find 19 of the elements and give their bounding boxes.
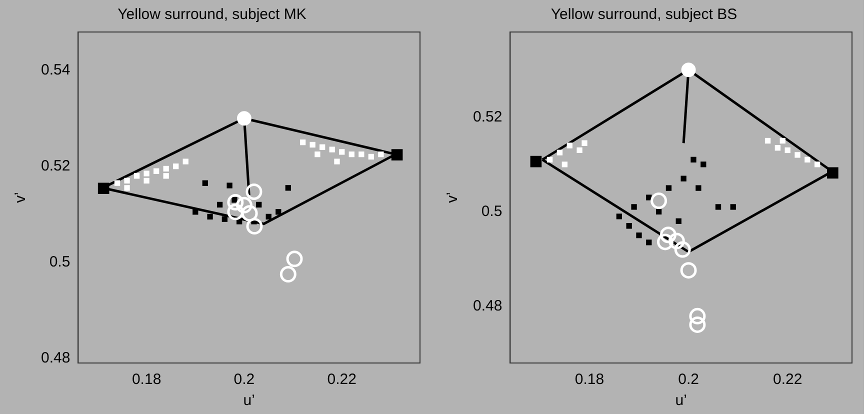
y-tick-label: 0.52 — [40, 157, 70, 174]
y-tick-label: 0.48 — [472, 297, 502, 314]
x-axis-title: u’ — [675, 392, 687, 410]
x-tick-label: 0.22 — [773, 371, 802, 388]
x-tick-label: 0.2 — [234, 371, 255, 388]
x-tick-label: 0.18 — [132, 371, 162, 388]
x-tick-label: 0.2 — [678, 371, 699, 388]
y-tick-label: 0.52 — [472, 108, 502, 126]
y-axis-title: v’ — [12, 192, 30, 203]
y-tick-label: 0.5 — [481, 202, 502, 220]
x-axis-title: u’ — [243, 392, 255, 410]
y-tick-label: 0.54 — [40, 62, 70, 79]
y-tick-label: 0.48 — [40, 349, 70, 366]
y-axis-title: v’ — [444, 192, 462, 203]
x-tick-label: 0.18 — [574, 371, 604, 388]
chart-title: Yellow surround, subject MK — [118, 6, 306, 24]
y-tick-label: 0.5 — [49, 253, 70, 270]
chart-title: Yellow surround, subject BS — [550, 6, 738, 24]
x-tick-label: 0.22 — [327, 371, 356, 388]
